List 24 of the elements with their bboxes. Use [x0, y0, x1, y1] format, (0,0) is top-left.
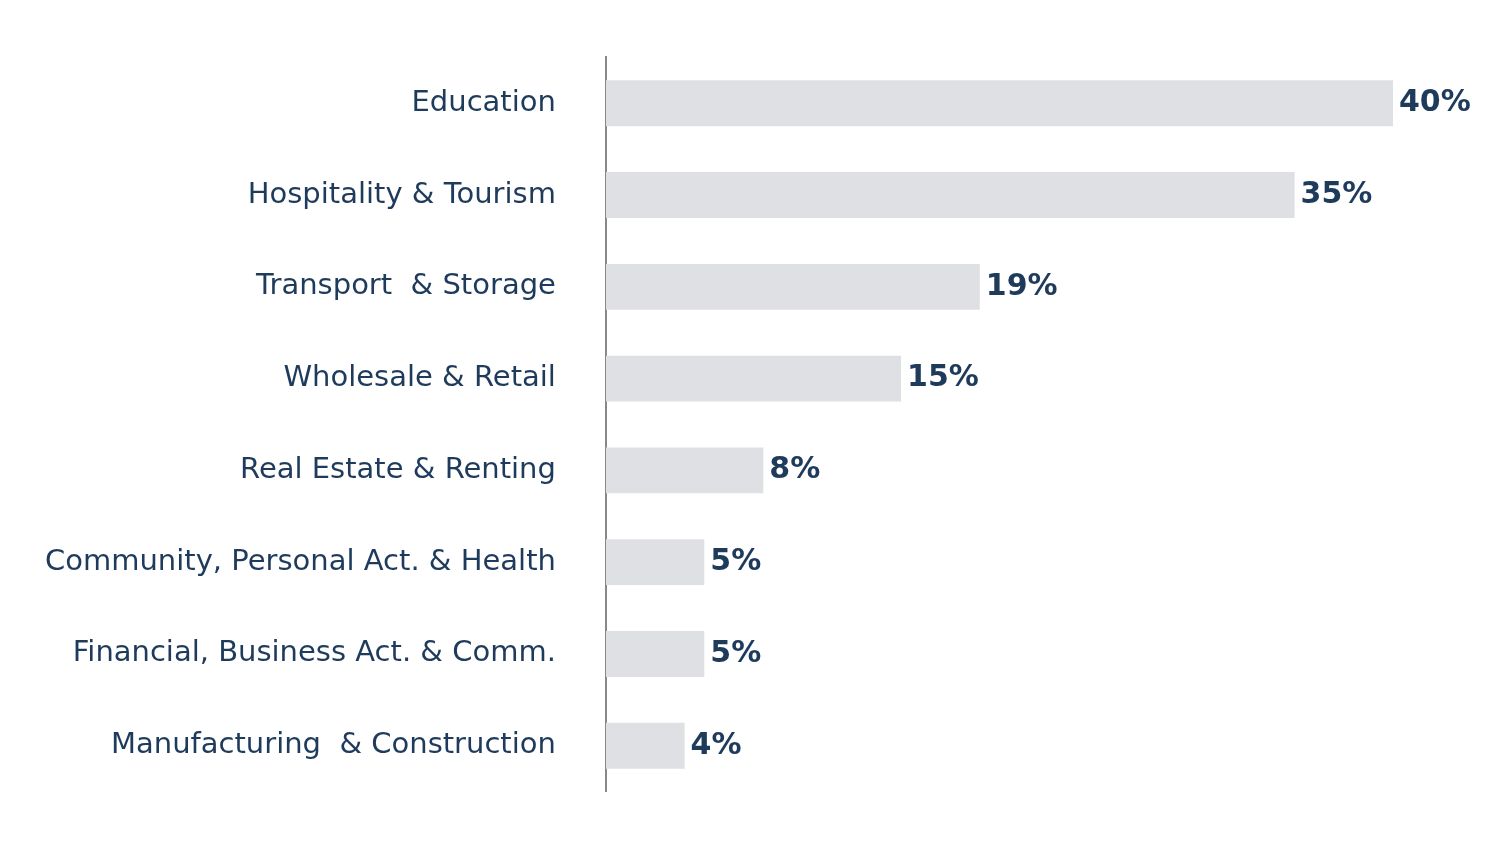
bar — [605, 80, 1393, 127]
bar — [605, 539, 705, 586]
bar — [605, 355, 902, 402]
y-tick-label: Financial, Business Act. & Comm. — [72, 634, 556, 669]
bar — [605, 722, 685, 769]
y-tick-label: Hospitality & Tourism — [247, 175, 556, 210]
data-label: 8% — [769, 450, 821, 486]
bar — [605, 172, 1295, 219]
bar — [605, 630, 705, 677]
y-tick-label: Real Estate & Renting — [240, 450, 556, 485]
y-tick-label: Transport & Storage — [255, 267, 556, 302]
y-tick-label: Community, Personal Act. & Health — [44, 542, 556, 577]
data-label: 40% — [1399, 83, 1471, 119]
data-label: 35% — [1300, 174, 1373, 210]
data-label: 4% — [690, 725, 742, 761]
y-tick-label: Wholesale & Retail — [283, 359, 556, 394]
bar — [605, 447, 764, 494]
data-label: 15% — [907, 358, 979, 394]
data-label: 5% — [710, 541, 762, 577]
data-label: 5% — [710, 633, 762, 669]
y-tick-label: Education — [411, 83, 556, 118]
y-tick-label: Manufacturing & Construction — [110, 726, 556, 761]
bar — [605, 263, 980, 310]
data-label: 19% — [985, 266, 1058, 302]
